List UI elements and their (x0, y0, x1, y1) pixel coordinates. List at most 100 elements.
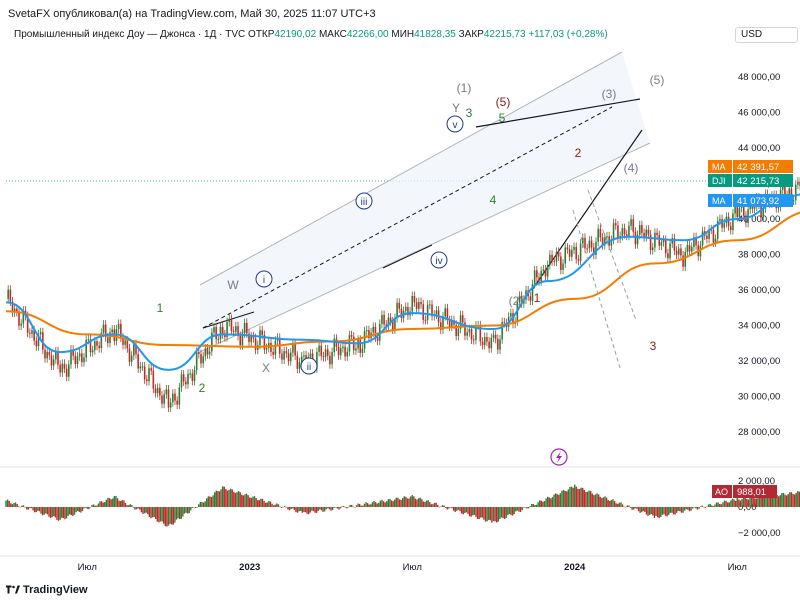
candle-body (37, 334, 40, 347)
candle-body (237, 326, 239, 336)
ao-bar (731, 498, 734, 507)
price-tick: 48 000,00 (738, 72, 780, 83)
ao-bar (137, 507, 139, 509)
ao-bar (730, 500, 732, 507)
candle-body (501, 322, 503, 340)
candle-body (623, 228, 626, 235)
ao-bar (652, 507, 654, 516)
ao-bar (330, 507, 332, 511)
ao-bar (513, 507, 515, 514)
ao-bar (642, 507, 644, 512)
wave-label-circle (255, 270, 273, 288)
candle-body (662, 239, 665, 243)
candle-body (625, 234, 628, 236)
ao-bar (741, 499, 743, 507)
ao-bar (335, 507, 337, 508)
candle-body (29, 332, 31, 334)
price-tag-label: DJI (712, 176, 726, 186)
candle-body (81, 353, 83, 363)
ao-bar (539, 500, 541, 507)
ao-bar (650, 507, 652, 515)
ao-bar (13, 503, 15, 507)
candle-body (52, 359, 55, 366)
candle-body (200, 354, 202, 364)
ao-bar (272, 505, 275, 507)
ao-bar (198, 504, 200, 507)
ao-bar (605, 497, 608, 507)
tradingview-logo[interactable]: TradingView (6, 584, 88, 596)
candle-body (420, 301, 422, 305)
candle-body (431, 304, 433, 317)
candle-body (76, 356, 79, 365)
price-tick: 46 000,00 (738, 108, 780, 119)
candle-body (490, 337, 493, 349)
ao-bar (472, 507, 474, 516)
ao-bar (739, 500, 742, 507)
candle-body (470, 329, 473, 340)
ao-bar (343, 505, 345, 507)
candle-body (250, 336, 253, 343)
candle-body (584, 237, 586, 249)
candle-body (61, 363, 64, 373)
ao-bar (14, 502, 17, 507)
candle-body (542, 269, 545, 271)
ao-tag-value-bg (733, 485, 777, 498)
ao-bar (497, 507, 499, 522)
ao-bar (793, 494, 796, 507)
ao-bar (153, 507, 155, 518)
candle-body (457, 328, 460, 337)
wave-label: 4 (490, 193, 497, 207)
ao-bar (486, 507, 488, 522)
ao-bar (363, 503, 366, 507)
ao-bar (467, 507, 469, 514)
ao-bar (534, 505, 536, 507)
candle-body (221, 326, 224, 335)
ao-bar (580, 487, 582, 507)
candle-body (217, 339, 220, 341)
candle-body (309, 353, 312, 357)
ao-bar (322, 507, 324, 512)
ao-bar (38, 507, 41, 512)
ao-bar (282, 506, 284, 508)
wave-iv-line (382, 244, 433, 269)
currency-button[interactable]: USD (735, 27, 798, 43)
ao-bar (293, 507, 296, 510)
ao-bar (695, 507, 697, 509)
projection-dashed-line (587, 189, 637, 321)
ao-bar (292, 507, 294, 509)
ao-bar (150, 507, 152, 519)
ao-bar (728, 502, 730, 507)
ao-bar (182, 507, 184, 517)
candle-body (42, 332, 44, 350)
ao-bar (723, 500, 726, 507)
ao-bar (798, 491, 800, 507)
ao-bar (457, 507, 460, 510)
candle-body (208, 351, 211, 355)
ao-bar (285, 507, 288, 508)
candle-body (647, 229, 650, 235)
low-label: МИН (391, 29, 415, 40)
ao-bar (797, 491, 799, 507)
ao-bar (548, 497, 550, 507)
ao-bar (519, 507, 522, 513)
ao-bar (437, 504, 439, 507)
ao-bar (566, 491, 568, 507)
candle-body (797, 181, 799, 185)
ao-bar (781, 493, 783, 507)
ao-bar (679, 507, 681, 512)
candle-body (538, 277, 540, 282)
ao-bar (164, 507, 167, 527)
ao-bar (22, 505, 25, 507)
ao-bar (132, 507, 135, 508)
wave-label: 1 (157, 301, 164, 315)
ao-bar (688, 507, 691, 512)
ao-bar (564, 490, 566, 507)
ao-bar (11, 504, 14, 507)
ao-bar (210, 496, 213, 507)
candle-body (104, 324, 107, 338)
ao-bar (405, 496, 407, 507)
ao-bar (244, 494, 246, 507)
ao-bar (500, 507, 503, 518)
wave-label: v (453, 120, 458, 131)
